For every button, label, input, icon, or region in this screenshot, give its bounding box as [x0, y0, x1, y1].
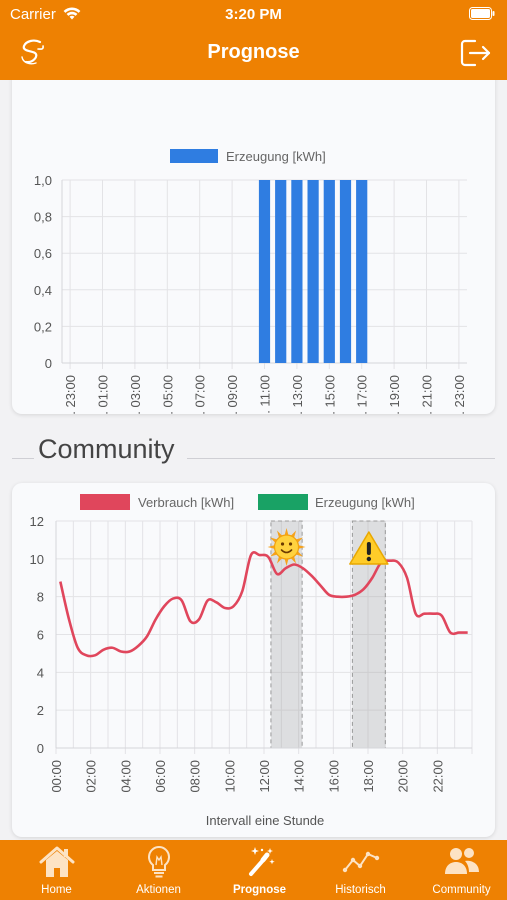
legend-label: Erzeugung [kWh] [315, 495, 415, 510]
legend-swatch [258, 494, 308, 510]
x-tick-label: 16:00 [326, 760, 341, 793]
tab-label: Community [432, 884, 491, 896]
clock: 3:20 PM [225, 6, 282, 23]
bar [275, 180, 287, 363]
x-tick-label: 08:00 [188, 760, 203, 793]
bar [258, 180, 271, 363]
legend-swatch [170, 149, 218, 163]
series-line-verbrauch [59, 551, 468, 658]
y-tick-label: 2 [37, 703, 44, 718]
battery-icon [469, 7, 495, 25]
tab-community[interactable]: Community [411, 840, 507, 900]
y-tick-label: 0,2 [34, 319, 52, 334]
x-tick-label: 13.12. 09:00 [225, 375, 240, 414]
x-tick-label: 13.12. 13:00 [290, 375, 305, 414]
x-tick-label: 22:00 [430, 760, 445, 793]
tab-prognose[interactable]: Prognose [209, 840, 310, 900]
x-tick-label: 10:00 [222, 760, 237, 793]
nav-bar: Prognose [0, 28, 507, 80]
logout-icon[interactable] [459, 37, 493, 74]
section-title: Community [38, 434, 175, 464]
y-tick-label: 10 [30, 552, 44, 567]
tab-aktionen[interactable]: Aktionen [108, 840, 209, 900]
carrier-label: Carrier [10, 6, 56, 23]
y-tick-label: 12 [30, 514, 44, 529]
wifi-icon [62, 5, 82, 26]
app-header: Carrier 3:20 PM Prognose [0, 0, 507, 80]
bar [291, 180, 303, 363]
lightbulb-icon [140, 844, 178, 885]
tab-label: Historisch [335, 884, 386, 896]
x-tick-label: 13.12. 07:00 [193, 375, 208, 414]
x-tick-label: 13.12. 19:00 [387, 375, 402, 414]
x-tick-label: 18:00 [361, 760, 376, 793]
bar [323, 180, 335, 363]
x-tick-label: 13.12. 01:00 [96, 375, 111, 414]
x-tick-label: 13.12. 15:00 [322, 375, 337, 414]
y-tick-label: 6 [37, 628, 44, 643]
y-tick-label: 0,8 [34, 210, 52, 225]
y-tick-label: 0,6 [34, 246, 52, 261]
x-tick-label: 13.12. 03:00 [128, 375, 143, 414]
x-tick-label: 12.12. 23:00 [63, 375, 78, 414]
prognose-chart-card: Erzeugung [kWh] 0 0,2 0,4 0,6 0,8 1,0 12.12. 23… [12, 80, 495, 469]
page-title: Prognose [207, 41, 300, 63]
y-tick-label: 8 [37, 590, 44, 605]
status-bar: Carrier 3:20 PM [0, 0, 507, 28]
tab-bar: Home Aktionen Prognose [0, 840, 507, 900]
tab-label: Aktionen [136, 884, 181, 896]
community-line-chart: Verbrauch [kWh] Erzeugung [kWh] 0 2 4 6 8 10 12 0… [30, 494, 473, 828]
x-tick-label: 02:00 [84, 760, 99, 793]
bar [339, 180, 352, 363]
smiling-sun-icon [267, 528, 306, 566]
x-tick-label: 13.12. 23:00 [452, 375, 467, 414]
users-icon [443, 844, 481, 885]
warning-icon [349, 531, 389, 565]
x-tick-label: 14:00 [292, 760, 307, 793]
tab-label: Home [41, 884, 72, 896]
magic-wand-icon [241, 844, 279, 885]
home-icon [38, 844, 76, 885]
x-tick-label: 06:00 [153, 760, 168, 793]
prognose-bar-chart: Erzeugung [kWh] 0 0,2 0,4 0,6 0,8 1,0 12.12. 23… [34, 149, 467, 469]
tab-label: Prognose [232, 884, 287, 896]
y-tick-label: 0 [37, 741, 44, 756]
community-section-header: Community [0, 430, 507, 470]
scroll-content[interactable]: Erzeugung [kWh] 0 0,2 0,4 0,6 0,8 1,0 12.12. 23… [0, 80, 507, 840]
y-tick-label: 4 [37, 665, 44, 680]
tab-home[interactable]: Home [6, 840, 107, 900]
bar [307, 180, 319, 363]
x-axis-label: Intervall eine Stunde [206, 813, 325, 828]
legend-label: Erzeugung [kWh] [226, 149, 326, 164]
app-logo-icon[interactable] [18, 37, 48, 72]
community-chart-card: Verbrauch [kWh] Erzeugung [kWh] 0 2 4 6 8 10 12 0… [12, 483, 495, 837]
line-chart-icon [342, 844, 380, 885]
x-tick-label: 12:00 [257, 760, 272, 793]
x-tick-label: 13.12. 05:00 [160, 375, 175, 414]
x-tick-label: 13.12. 11:00 [258, 375, 273, 414]
y-tick-label: 0,4 [34, 283, 52, 298]
x-tick-label: 20:00 [396, 760, 411, 793]
x-tick-label: 00:00 [49, 760, 64, 793]
legend-label: Verbrauch [kWh] [138, 495, 234, 510]
x-tick-label: 13.12. 17:00 [355, 375, 370, 414]
x-tick-label: 04:00 [118, 760, 133, 793]
y-tick-label: 1,0 [34, 173, 52, 188]
bar [356, 180, 368, 363]
legend-swatch [80, 494, 130, 510]
y-tick-label: 0 [45, 356, 52, 371]
x-tick-label: 13.12. 21:00 [420, 375, 435, 414]
tab-historisch[interactable]: Historisch [310, 840, 411, 900]
